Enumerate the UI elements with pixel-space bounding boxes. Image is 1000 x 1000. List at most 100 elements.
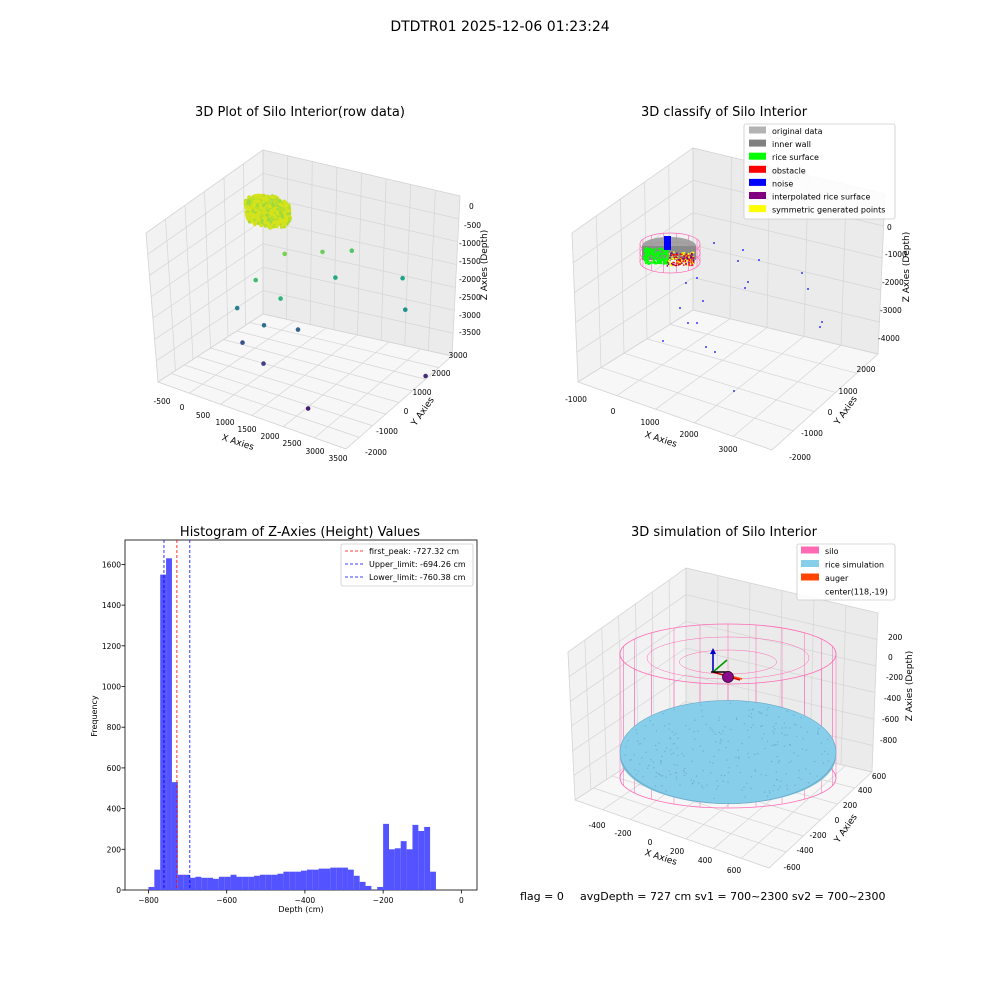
- rice-point: [660, 775, 662, 777]
- rice-point: [665, 776, 667, 778]
- rice-point: [741, 789, 743, 791]
- rice-point: [677, 737, 679, 739]
- legend-label: original data: [772, 127, 823, 136]
- rice-point: [747, 729, 749, 732]
- auger-axis-y: [712, 659, 728, 673]
- rice-point: [669, 738, 672, 740]
- rice-point: [668, 723, 671, 725]
- rice-point: [775, 771, 777, 773]
- legend-label: rice simulation: [825, 561, 884, 570]
- data-point: [261, 323, 267, 328]
- rice-point: [701, 715, 704, 718]
- class-point: [682, 253, 685, 256]
- z-tick: -600: [882, 715, 899, 724]
- rice-point: [716, 780, 718, 782]
- rice-point: [661, 255, 664, 258]
- data-point: [274, 203, 279, 208]
- rice-point: [712, 762, 714, 764]
- rice-point: [806, 731, 809, 733]
- silo-top-front: [619, 653, 837, 685]
- histogram-threshold-lines: [121, 540, 462, 894]
- noise-point: [687, 322, 689, 324]
- data-point: [282, 199, 287, 204]
- class-point: [672, 258, 675, 260]
- rice-point: [701, 709, 703, 712]
- rice-point: [647, 260, 650, 263]
- data-point: [284, 204, 289, 208]
- rice-point: [735, 718, 738, 721]
- rice-point: [688, 728, 691, 730]
- rice-point: [775, 722, 777, 725]
- rice-point: [662, 252, 665, 255]
- noise-point: [696, 277, 698, 279]
- panel2-title: 3D classify of Silo Interior: [641, 105, 808, 120]
- legend-swatch: [801, 573, 819, 581]
- rice-point: [761, 724, 763, 727]
- grid-line: [184, 205, 194, 360]
- data-point: [259, 223, 263, 228]
- grid-line: [877, 193, 886, 355]
- rice-point: [677, 754, 679, 757]
- obstacle-point: [691, 264, 694, 266]
- obstacle-point: [692, 257, 694, 260]
- data-point: [287, 216, 292, 221]
- data-point: [272, 220, 277, 224]
- rice-point: [659, 262, 663, 265]
- rice-point: [768, 790, 771, 792]
- rice-point: [766, 795, 769, 797]
- histogram-bar: [347, 869, 354, 890]
- rice-point: [718, 719, 720, 721]
- rice-point: [652, 256, 655, 260]
- grid-line: [571, 232, 579, 383]
- panel3-x-ticks: −800 −600 −400 −200 0: [138, 896, 464, 905]
- rice-point: [750, 712, 752, 715]
- x-tick: 3000: [305, 447, 324, 456]
- rice-point: [783, 722, 786, 724]
- classification-3d-plot: 3D classify of Silo Interior -1000 0 100…: [565, 105, 912, 462]
- legend-label: Upper_limit: -694.26 cm: [369, 560, 466, 569]
- rice-point: [647, 257, 650, 261]
- data-point: [273, 215, 277, 219]
- data-point: [423, 373, 428, 379]
- z-tick: 0: [888, 653, 893, 662]
- y-tick: 1000: [412, 388, 431, 397]
- grid-line: [574, 799, 770, 869]
- noise-point: [705, 346, 707, 348]
- y-tick: 1400: [102, 601, 121, 610]
- y-tick: 1000: [102, 683, 121, 692]
- x-tick: −200: [373, 896, 394, 905]
- rice-point: [715, 788, 718, 790]
- rice-point: [813, 760, 816, 763]
- class-point: [668, 260, 670, 263]
- rice-point: [665, 251, 668, 254]
- grid-line: [840, 605, 847, 765]
- rice-point: [673, 764, 675, 766]
- rice-point: [660, 760, 662, 762]
- rice-point: [713, 797, 715, 800]
- rice-point: [664, 725, 666, 727]
- panel2-ylabel: Y Axies: [832, 394, 860, 427]
- legend-label: Lower_limit: -760.38 cm: [369, 573, 466, 582]
- x-tick: 1000: [215, 418, 234, 427]
- rice-point: [724, 726, 726, 728]
- histogram-bar: [424, 826, 431, 890]
- rice-surface: [619, 700, 837, 804]
- histogram-bar: [301, 870, 307, 890]
- rice-point: [679, 784, 681, 786]
- z-tick: -3500: [459, 328, 481, 337]
- rice-point: [655, 771, 658, 774]
- rice-point: [654, 744, 657, 747]
- panel2-grid: [571, 147, 886, 451]
- grid-line: [741, 765, 846, 859]
- status-avg-depth: avgDepth = 727 cm sv1 = 700~2300 sv2 = 7…: [580, 890, 886, 903]
- rice-point: [771, 744, 773, 747]
- histogram-bar: [218, 876, 225, 890]
- legend-label: interpolated rice surface: [772, 193, 870, 202]
- obstacle-point: [690, 261, 692, 263]
- y-tick: 400: [107, 805, 122, 814]
- rice-point: [722, 730, 724, 732]
- rice-point: [720, 740, 722, 742]
- grid-line: [165, 219, 176, 371]
- x-tick: -1000: [565, 395, 587, 404]
- data-point: [265, 213, 270, 217]
